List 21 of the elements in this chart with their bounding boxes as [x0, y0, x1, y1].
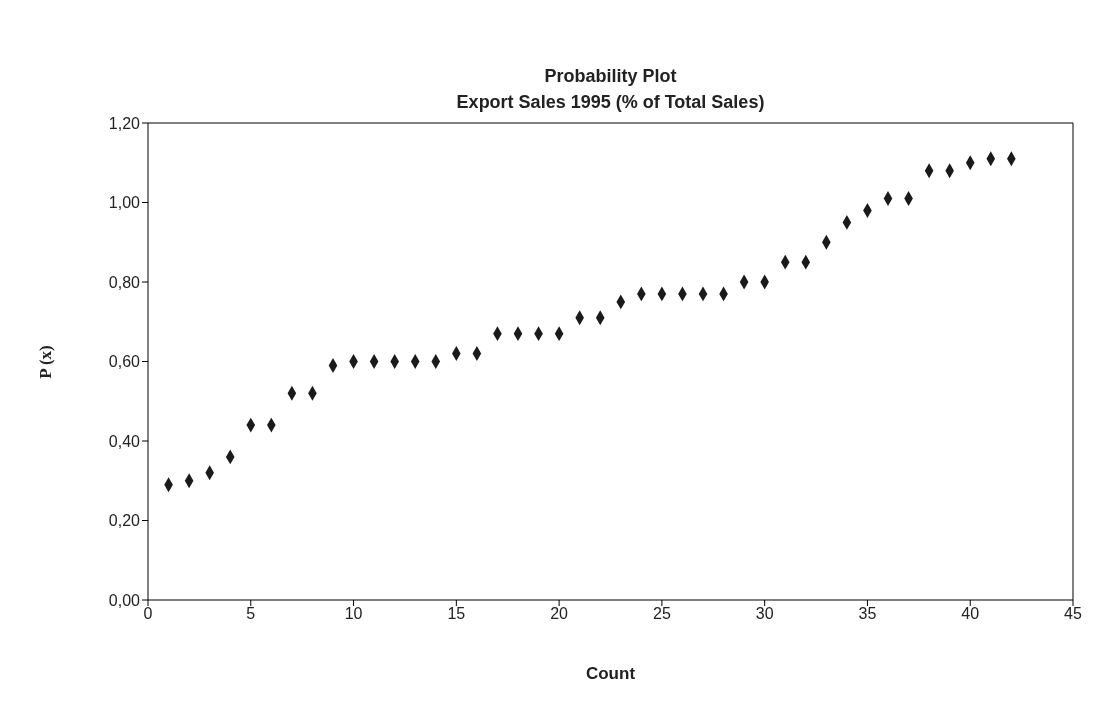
- chart-title: Probability Plot: [543, 65, 678, 88]
- y-tick-label: 0,00: [108, 591, 141, 609]
- y-tick-label: 0,60: [108, 353, 141, 371]
- y-tick-label: 1,00: [108, 194, 141, 212]
- x-tick-label: 0: [143, 605, 153, 623]
- x-tick-label: 35: [858, 605, 877, 623]
- y-tick-label: 1,20: [108, 114, 141, 132]
- x-tick-label: 5: [246, 605, 256, 623]
- x-tick-label: 30: [755, 605, 774, 623]
- x-tick-label: 40: [961, 605, 980, 623]
- x-tick-label: 25: [652, 605, 671, 623]
- x-tick-label: 10: [344, 605, 363, 623]
- x-axis-title: Count: [584, 664, 637, 684]
- x-tick-label: 15: [447, 605, 466, 623]
- y-tick-label: 0,20: [108, 512, 141, 530]
- y-tick-label: 0,80: [108, 273, 141, 291]
- y-tick-label: 0,40: [108, 432, 141, 450]
- y-axis-title: P (x): [36, 343, 56, 381]
- chart-subtitle: Export Sales 1995 (% of Total Sales): [455, 91, 766, 114]
- x-tick-label: 20: [550, 605, 569, 623]
- x-tick-label: 45: [1064, 605, 1082, 623]
